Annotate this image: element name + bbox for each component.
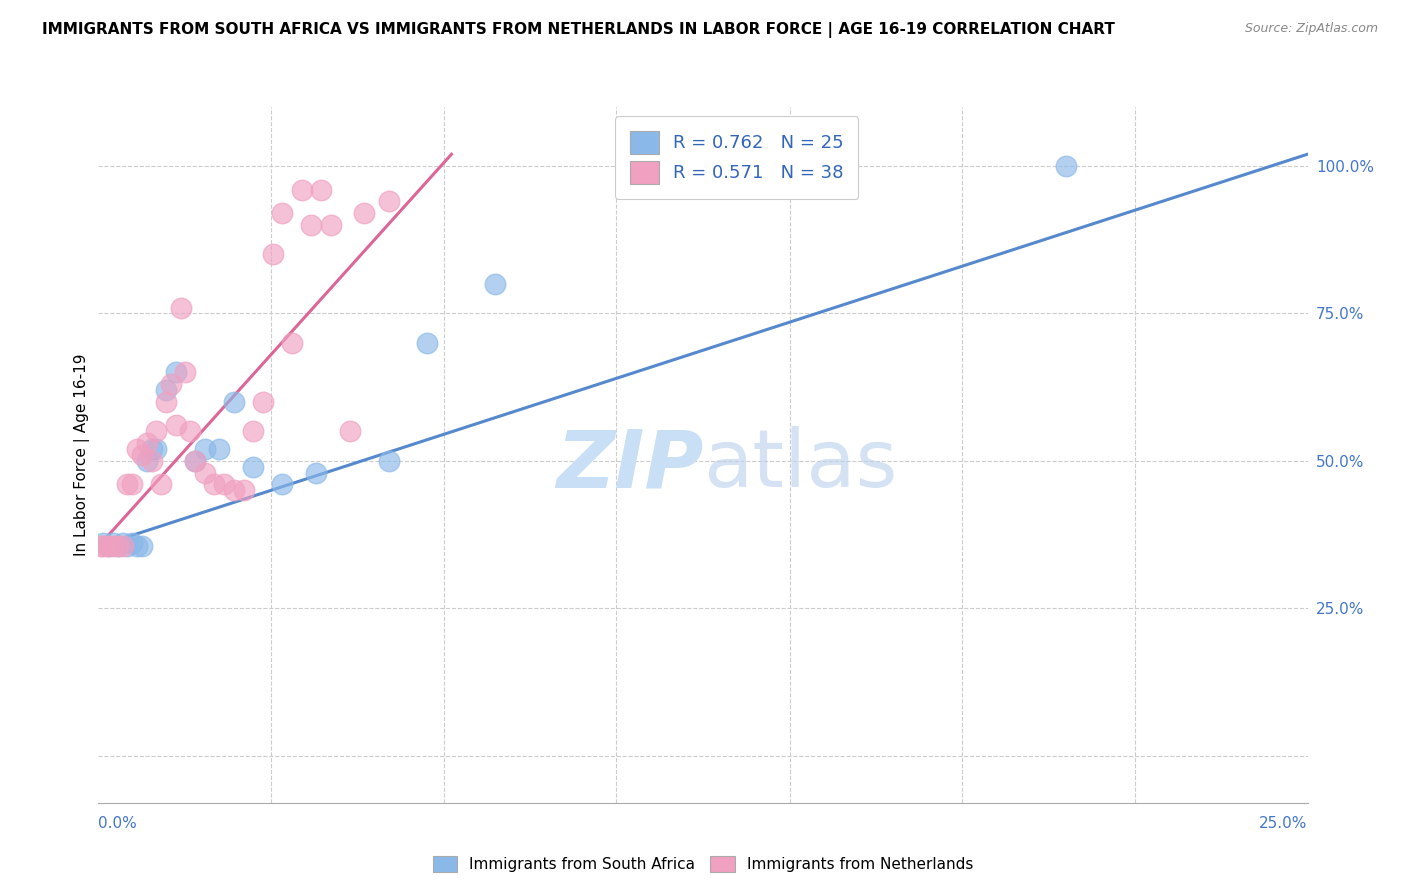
Point — [271, 477, 294, 491]
Point — [242, 459, 264, 474]
Point — [194, 466, 217, 480]
Point — [117, 477, 139, 491]
Point — [377, 454, 399, 468]
Point — [174, 365, 197, 379]
Text: 25.0%: 25.0% — [1260, 816, 1308, 831]
Point — [91, 539, 114, 553]
Point — [484, 277, 506, 291]
Point — [290, 183, 312, 197]
Point — [90, 539, 112, 553]
Point — [319, 218, 342, 232]
Point — [222, 483, 245, 498]
Point — [141, 454, 163, 468]
Point — [127, 539, 149, 553]
Point — [281, 335, 304, 350]
Point — [179, 425, 201, 439]
Point — [145, 425, 167, 439]
Point — [377, 194, 399, 209]
Text: 0.0%: 0.0% — [98, 816, 138, 831]
Point — [97, 539, 120, 553]
Point — [309, 183, 332, 197]
Point — [150, 477, 173, 491]
Point — [165, 418, 187, 433]
Point — [222, 395, 245, 409]
Point — [194, 442, 217, 456]
Point — [339, 425, 361, 439]
Point — [97, 539, 120, 553]
Point — [353, 206, 375, 220]
Point — [184, 454, 207, 468]
Point — [107, 539, 129, 553]
Point — [416, 335, 439, 350]
Point — [155, 395, 177, 409]
Legend: Immigrants from South Africa, Immigrants from Netherlands: Immigrants from South Africa, Immigrants… — [425, 848, 981, 880]
Point — [131, 539, 153, 553]
Point — [232, 483, 254, 498]
Point — [1054, 159, 1077, 173]
Point — [262, 247, 284, 261]
Point — [111, 539, 134, 553]
Point — [101, 536, 124, 550]
Point — [91, 536, 114, 550]
Point — [208, 442, 231, 456]
Point — [131, 448, 153, 462]
Point — [117, 539, 139, 553]
Point — [111, 536, 134, 550]
Point — [184, 454, 207, 468]
Point — [252, 395, 274, 409]
Point — [121, 536, 143, 550]
Point — [299, 218, 322, 232]
Point — [165, 365, 187, 379]
Point — [160, 377, 183, 392]
Point — [135, 454, 157, 468]
Point — [135, 436, 157, 450]
Point — [212, 477, 235, 491]
Point — [271, 206, 294, 220]
Text: ZIP: ZIP — [555, 426, 703, 504]
Legend: R = 0.762   N = 25, R = 0.571   N = 38: R = 0.762 N = 25, R = 0.571 N = 38 — [616, 116, 858, 199]
Point — [127, 442, 149, 456]
Point — [101, 539, 124, 553]
Point — [242, 425, 264, 439]
Point — [145, 442, 167, 456]
Point — [169, 301, 191, 315]
Point — [155, 383, 177, 397]
Text: IMMIGRANTS FROM SOUTH AFRICA VS IMMIGRANTS FROM NETHERLANDS IN LABOR FORCE | AGE: IMMIGRANTS FROM SOUTH AFRICA VS IMMIGRAN… — [42, 22, 1115, 38]
Point — [204, 477, 226, 491]
Point — [305, 466, 328, 480]
Point — [107, 539, 129, 553]
Text: Source: ZipAtlas.com: Source: ZipAtlas.com — [1244, 22, 1378, 36]
Y-axis label: In Labor Force | Age 16-19: In Labor Force | Age 16-19 — [75, 353, 90, 557]
Point — [121, 477, 143, 491]
Point — [141, 442, 163, 456]
Text: atlas: atlas — [703, 426, 897, 504]
